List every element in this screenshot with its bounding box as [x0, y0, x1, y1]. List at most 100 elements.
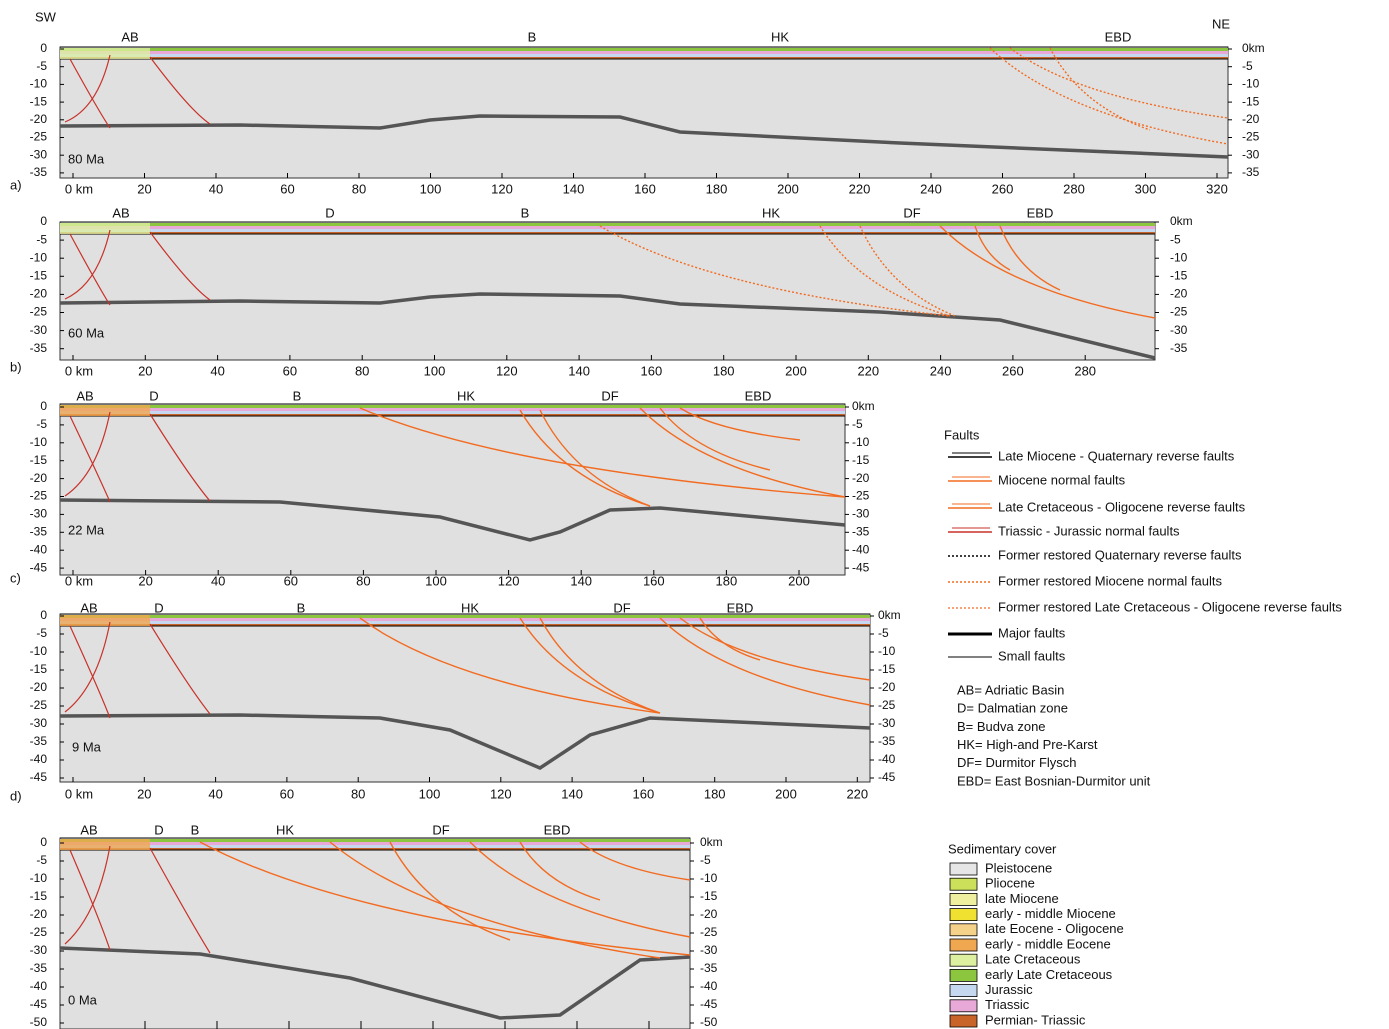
- depth-tick-label: -45: [30, 560, 48, 574]
- depth-tick-label: -10: [30, 644, 48, 658]
- cover-swatch: [950, 985, 977, 997]
- depth-tick-label: -15: [30, 453, 48, 467]
- x-tick-label: 20: [138, 363, 152, 378]
- orientation-ne: NE: [1212, 16, 1230, 31]
- right-tick-label: -25: [1170, 305, 1188, 319]
- stratum: [60, 839, 690, 842]
- right-tick-label: -45: [852, 560, 870, 574]
- zone-label: B: [297, 600, 306, 615]
- right-tick-label: -20: [1242, 112, 1260, 126]
- zone-label: AB: [121, 29, 138, 44]
- stratum: [60, 54, 1228, 57]
- x-tick-label: 180: [716, 573, 738, 588]
- x-tick-label: 80: [356, 573, 370, 588]
- x-tick-label: 200: [785, 363, 807, 378]
- abbreviation: AB= Adriatic Basin: [957, 682, 1064, 697]
- right-tick-label: -35: [1242, 165, 1260, 179]
- zone-label: HK: [762, 205, 780, 220]
- right-tick-label: -5: [700, 853, 711, 867]
- cover-swatch: [950, 954, 977, 966]
- fault-legend-label: Major faults: [998, 625, 1066, 640]
- panel-letter: d): [10, 788, 22, 803]
- right-tick-label: -40: [700, 979, 718, 993]
- x-tick-label: 60: [283, 363, 297, 378]
- right-tick-label: 0km: [878, 608, 901, 622]
- fault-legend-label: Former restored Late Cretaceous - Oligoc…: [998, 599, 1342, 614]
- fault-legend-label: Late Cretaceous - Oligocene reverse faul…: [998, 499, 1246, 514]
- depth-tick-label: 0: [40, 41, 47, 55]
- cover-label: late Eocene - Oligocene: [985, 921, 1124, 936]
- panel-letter: a): [10, 177, 22, 192]
- basin-fill: [60, 223, 150, 234]
- cover-label: early - middle Miocene: [985, 906, 1116, 921]
- cover-label: late Miocene: [985, 891, 1059, 906]
- stratum: [60, 411, 845, 414]
- right-tick-label: -10: [700, 871, 718, 885]
- zone-label: B: [528, 29, 537, 44]
- depth-tick-label: -10: [30, 77, 48, 91]
- orientation-sw: SW: [35, 9, 57, 24]
- x-tick-label: 160: [633, 786, 655, 801]
- right-tick-label: -45: [700, 997, 718, 1011]
- zone-label: AB: [80, 600, 97, 615]
- zone-label: D: [154, 822, 163, 837]
- cover-label: Jurassic: [985, 982, 1033, 997]
- zone-label: D: [325, 205, 334, 220]
- depth-tick-label: -30: [30, 507, 48, 521]
- depth-tick-label: -20: [30, 471, 48, 485]
- depth-tick-label: -20: [30, 680, 48, 694]
- right-tick-label: -30: [1242, 147, 1260, 161]
- right-tick-label: -35: [700, 961, 718, 975]
- zone-label: EBD: [544, 822, 571, 837]
- depth-tick-label: -35: [30, 961, 48, 975]
- panel-letter: b): [10, 359, 22, 374]
- cover-swatch: [950, 1015, 977, 1027]
- right-tick-label: 0km: [1242, 41, 1265, 55]
- depth-tick-label: -10: [30, 871, 48, 885]
- cover-label: Permian- Triassic: [985, 1012, 1086, 1027]
- right-tick-label: -5: [1242, 59, 1253, 73]
- zone-label: AB: [76, 388, 93, 403]
- cover-label: Triassic: [985, 997, 1030, 1012]
- stratum: [60, 223, 1155, 226]
- right-tick-label: -30: [878, 716, 896, 730]
- cover-label: early Late Cretaceous: [985, 967, 1113, 982]
- abbreviation: D= Dalmatian zone: [957, 701, 1068, 716]
- right-tick-label: -10: [1170, 250, 1188, 264]
- x-tick-label: 240: [930, 363, 952, 378]
- depth-tick-label: -40: [30, 542, 48, 556]
- x-tick-label: 220: [846, 786, 868, 801]
- depth-tick-label: 0: [40, 608, 47, 622]
- right-tick-label: -15: [700, 889, 718, 903]
- cover-swatch: [950, 1000, 977, 1012]
- right-tick-label: -15: [878, 662, 896, 676]
- x-tick-label: 60: [280, 786, 294, 801]
- cover-label: Pliocene: [985, 876, 1035, 891]
- figure: SW NE ABBHKEBD80 Maa)0 km204060801001201…: [0, 0, 1389, 1029]
- depth-tick-label: -5: [36, 232, 47, 246]
- x-tick-label: 40: [210, 363, 224, 378]
- depth-tick-label: 0: [40, 214, 47, 228]
- basin-fill: [60, 405, 150, 416]
- zone-label: DF: [601, 388, 618, 403]
- fault-legend-label: Former restored Miocene normal faults: [998, 573, 1222, 588]
- depth-tick-label: -20: [30, 287, 48, 301]
- right-tick-label: 0km: [1170, 214, 1193, 228]
- zone-label: B: [293, 388, 302, 403]
- right-tick-label: -50: [700, 1015, 718, 1029]
- x-tick-label: 40: [211, 573, 225, 588]
- right-tick-label: -30: [1170, 323, 1188, 337]
- x-tick-label: 260: [992, 181, 1014, 196]
- right-tick-label: -30: [700, 943, 718, 957]
- depth-tick-label: 0: [40, 399, 47, 413]
- right-tick-label: -15: [1242, 94, 1260, 108]
- x-tick-label: 300: [1135, 181, 1157, 196]
- x-tick-label: 40: [208, 786, 222, 801]
- x-tick-label: 80: [355, 363, 369, 378]
- stratum: [60, 618, 870, 621]
- x-tick-label: 240: [920, 181, 942, 196]
- x-tick-label: 160: [634, 181, 656, 196]
- depth-tick-label: -35: [30, 734, 48, 748]
- stratum: [60, 621, 870, 624]
- zone-label: AB: [80, 822, 97, 837]
